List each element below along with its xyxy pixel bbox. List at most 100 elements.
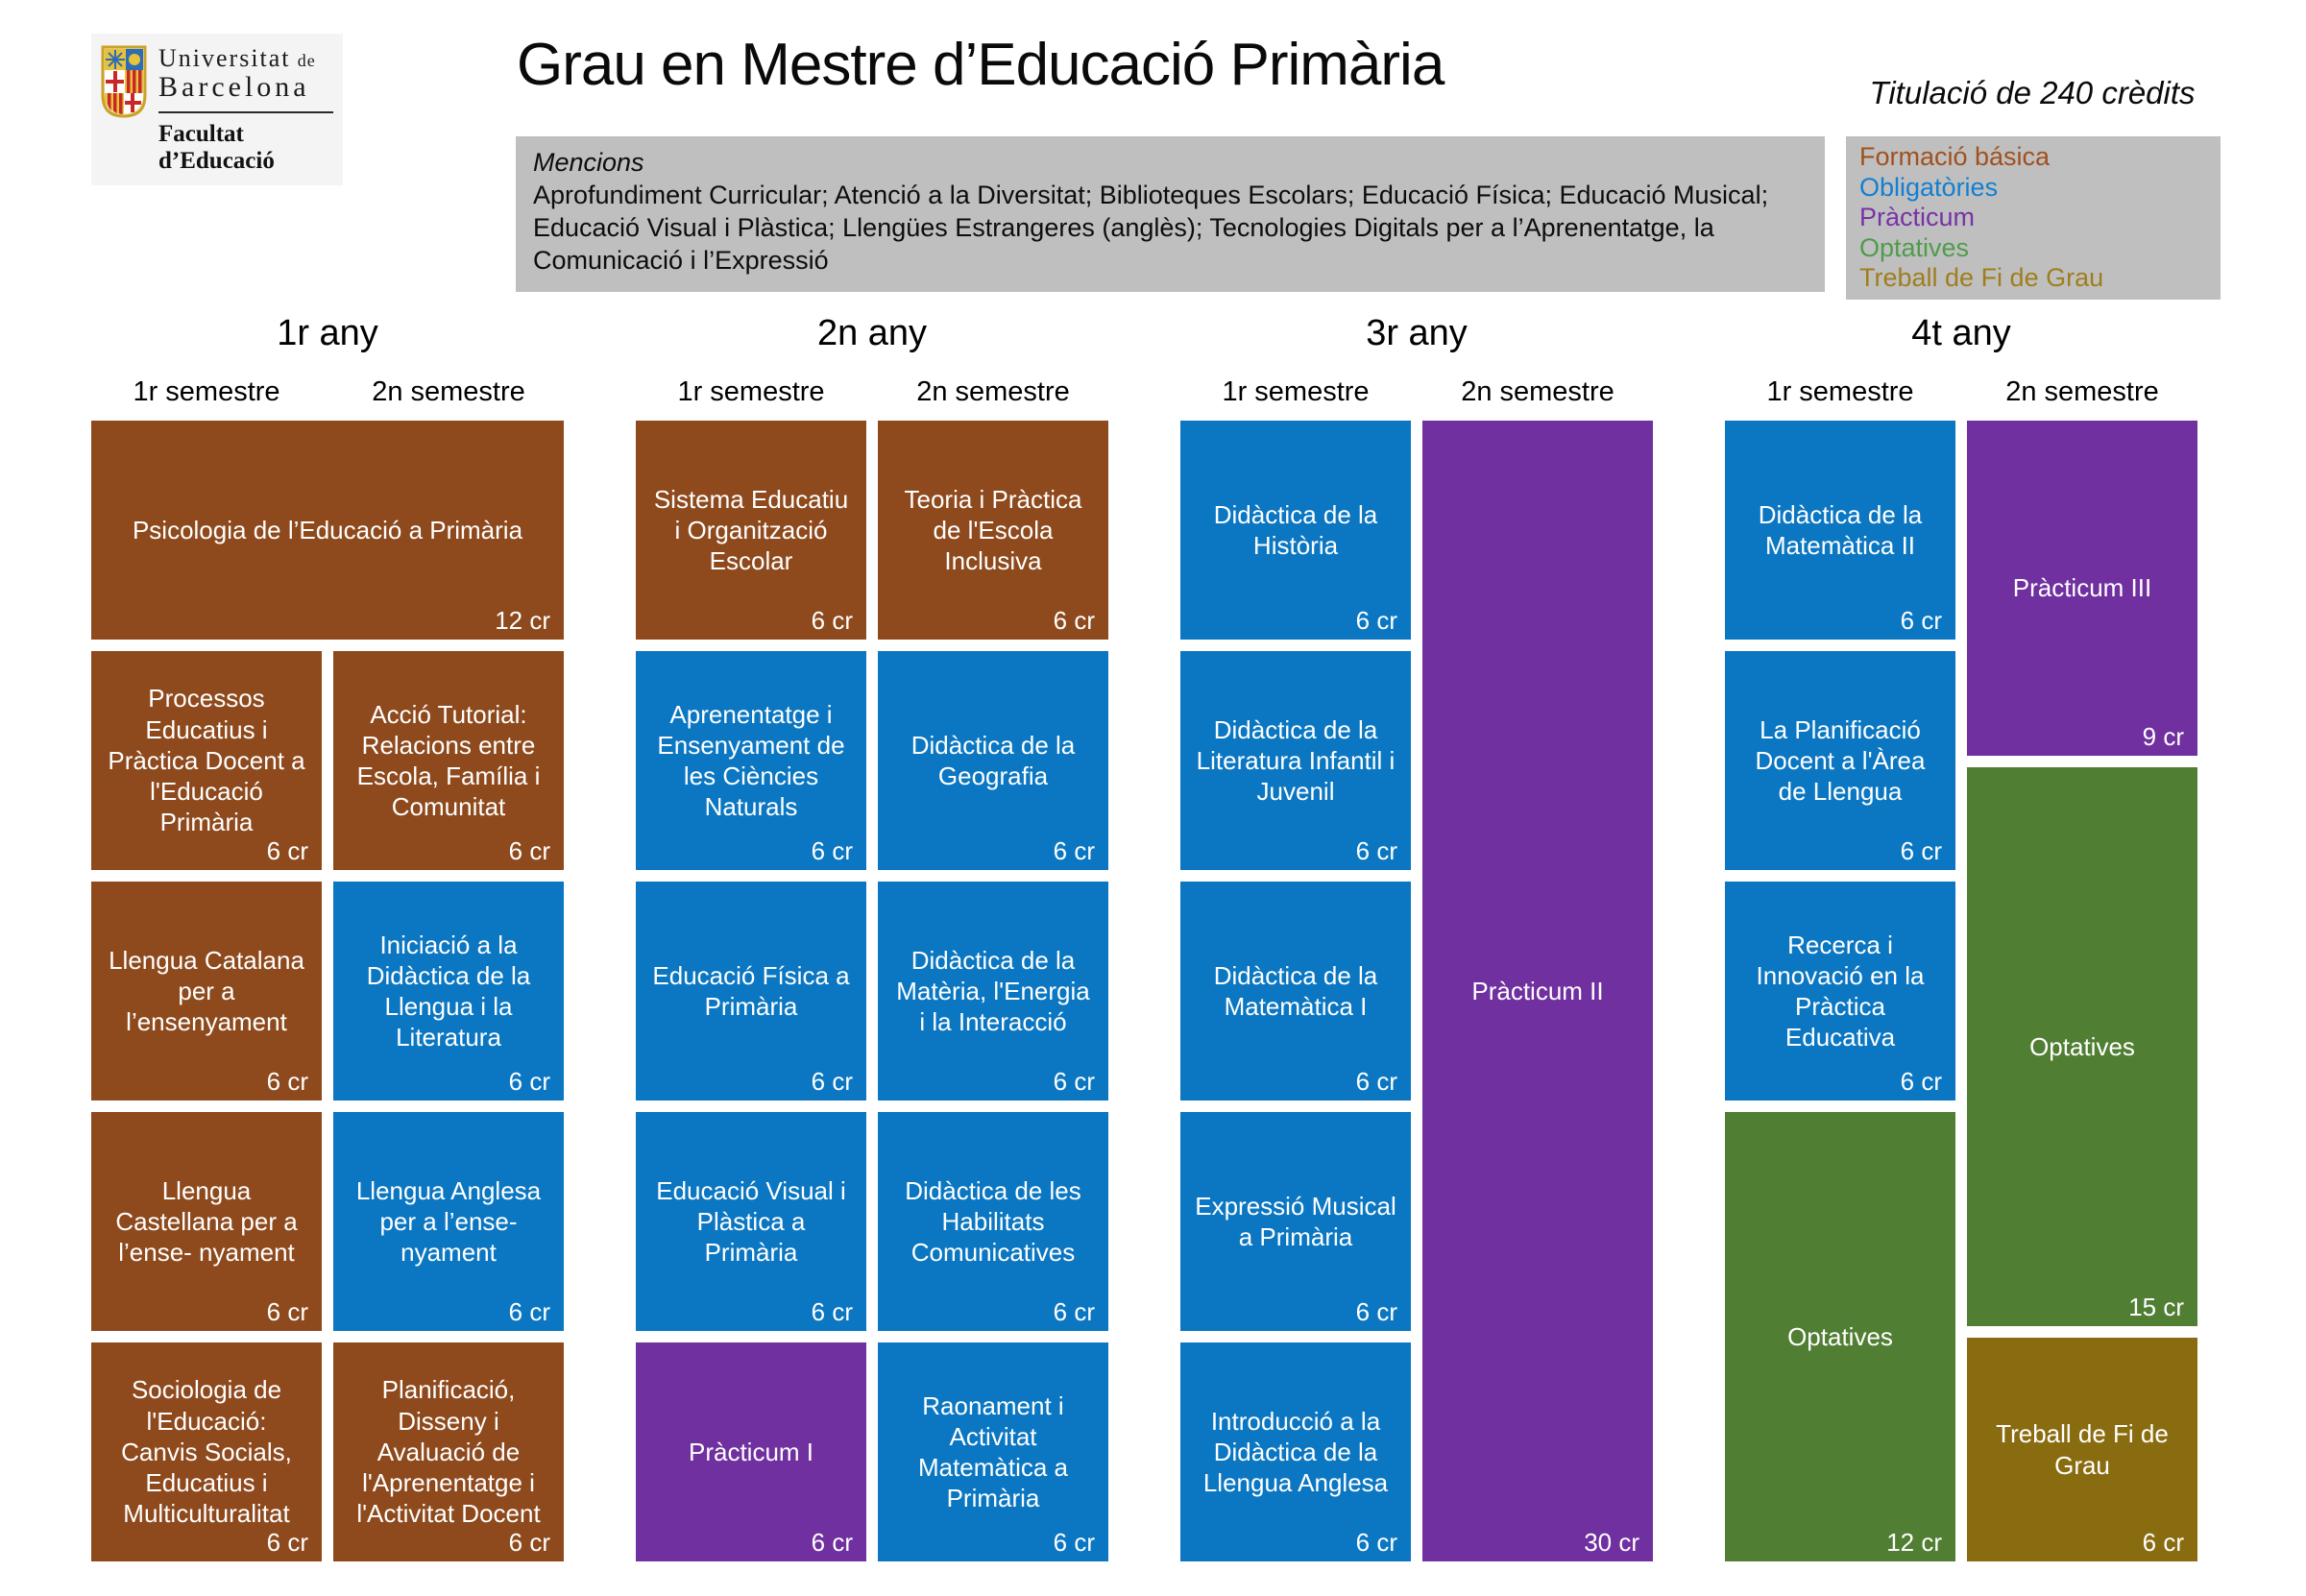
semester-label-y1-s2: 2n semestre — [372, 376, 525, 407]
credits-total-note: Titulació de 240 crèdits — [1869, 75, 2196, 110]
legend-box: Formació básica Obligatòries Pràcticum Opta… — [1846, 136, 2221, 300]
course-credits: 6 cr — [1053, 1297, 1095, 1326]
course-block: Introducció a la Didàctica de la Llengua… — [1180, 1342, 1411, 1561]
course-name: Pràcticum II — [1471, 976, 1604, 1005]
course-credits: 12 cr — [1886, 1528, 1942, 1557]
course-credits: 6 cr — [1053, 606, 1095, 635]
course-block: Llengua Catalana per a l’ensenyament 6 cr — [91, 882, 322, 1100]
course-credits: 6 cr — [266, 1067, 308, 1096]
course-credits: 6 cr — [1355, 606, 1397, 635]
course-credits: 6 cr — [1053, 836, 1095, 865]
course-block: Expressió Musical a Primària 6 cr — [1180, 1112, 1411, 1331]
wordmark-line1: Universitat — [158, 44, 291, 72]
semester-label-y4-s1: 1r semestre — [1766, 376, 1914, 407]
semester-label-y3-s1: 1r semestre — [1222, 376, 1370, 407]
course-block: Llengua Castellana per a l’ense- nyament… — [91, 1112, 322, 1331]
course-name: Didàctica de la Literatura Infantil i Ju… — [1196, 714, 1396, 807]
course-credits: 6 cr — [1355, 836, 1397, 865]
course-block: Aprenentatge i Ensenyament de les Ciènci… — [636, 651, 866, 870]
wordmark-sep: de — [297, 51, 316, 70]
course-credits: 6 cr — [1053, 1067, 1095, 1096]
course-credits: 6 cr — [811, 1528, 853, 1557]
course-block: Planificació, Disseny i Avaluació de l'A… — [333, 1342, 564, 1561]
course-credits: 6 cr — [1900, 836, 1942, 865]
course-name: Educació Física a Primària — [652, 960, 850, 1021]
course-block: Educació Visual i Plàstica a Primària 6 c… — [636, 1112, 866, 1331]
course-credits: 6 cr — [508, 1067, 550, 1096]
year-label-3: 3r any — [1366, 313, 1468, 353]
course-name: Sistema Educatiu i Organització Escolar — [653, 484, 849, 576]
course-block: Didàctica de la Geografia 6 cr — [878, 651, 1108, 870]
wordmark-line2: Barcelona — [158, 71, 310, 104]
course-block: La Planificació Docent a l'Àrea de Lleng… — [1725, 651, 1955, 870]
faculty-name: Facultat d’Educació — [158, 121, 275, 175]
semester-label-y2-s2: 2n semestre — [916, 376, 1070, 407]
course-credits: 6 cr — [1355, 1297, 1397, 1326]
course-block: Educació Física a Primària 6 cr — [636, 882, 866, 1100]
legend-item-tfg: Treball de Fi de Grau — [1859, 263, 2104, 292]
semester-label-y4-s2: 2n semestre — [2005, 376, 2159, 407]
university-logo: Universitat de Barcelona Facultat d’Educ… — [91, 34, 343, 185]
mencions-box: Mencions Aprofundiment Curricular; Atenc… — [516, 136, 1825, 292]
course-credits: 6 cr — [508, 836, 550, 865]
course-credits: 6 cr — [2142, 1528, 2184, 1557]
course-name: Llengua Catalana per a l’ensenyament — [109, 945, 304, 1037]
course-credits: 6 cr — [266, 1297, 308, 1326]
course-credits: 6 cr — [266, 836, 308, 865]
course-credits: 12 cr — [495, 606, 550, 635]
semester-label-y1-s1: 1r semestre — [133, 376, 280, 407]
course-name: Planificació, Disseny i Avaluació de l'A… — [356, 1375, 541, 1529]
course-block: Treball de Fi de Grau 6 cr — [1967, 1338, 2197, 1561]
course-block: Optatives 12 cr — [1725, 1112, 1955, 1561]
course-block: Didàctica de la Matemàtica II 6 cr — [1725, 421, 1955, 640]
course-name: Optatives — [2029, 1031, 2135, 1061]
course-block: Teoria i Pràctica de l'Escola Inclusiva 6… — [878, 421, 1108, 640]
course-block: Pràcticum II 30 cr — [1422, 421, 1653, 1561]
course-block: Pràcticum I 6 cr — [636, 1342, 866, 1561]
course-name: Pràcticum I — [688, 1437, 814, 1466]
course-block: Sociologia de l'Educació: Canvis Socials… — [91, 1342, 322, 1561]
semester-label-y3-s2: 2n semestre — [1461, 376, 1614, 407]
course-name: Psicologia de l’Educació a Primària — [132, 515, 523, 544]
course-credits: 6 cr — [811, 1067, 853, 1096]
course-block: Recerca i Innovació en la Pràctica Educa… — [1725, 882, 1955, 1100]
course-credits: 6 cr — [1355, 1528, 1397, 1557]
course-credits: 6 cr — [266, 1528, 308, 1557]
logo-divider — [158, 111, 333, 114]
year-label-2: 2n any — [816, 313, 928, 353]
legend-item-basica: Formació básica — [1859, 142, 2051, 171]
legend-item-practicum: Pràcticum — [1859, 203, 1976, 231]
course-block: Didàctica de la Història 6 cr — [1180, 421, 1411, 640]
course-name: Sociologia de l'Educació: Canvis Socials… — [121, 1375, 292, 1529]
course-name: Raonament i Activitat Matemàtica a Primà… — [917, 1390, 1069, 1513]
course-credits: 6 cr — [508, 1528, 550, 1557]
course-block: Llengua Anglesa per a l’ense- nyament 6 c… — [333, 1112, 564, 1331]
course-credits: 6 cr — [811, 606, 853, 635]
course-block: Sistema Educatiu i Organització Escolar 6… — [636, 421, 866, 640]
course-block: Didàctica de la Matèria, l'Energia i la … — [878, 882, 1108, 1100]
course-name: Pràcticum III — [2012, 573, 2152, 603]
course-credits: 6 cr — [508, 1297, 550, 1326]
course-name: Llengua Anglesa per a l’ense- nyament — [355, 1175, 542, 1268]
course-name: Treball de Fi de Grau — [1996, 1419, 2169, 1480]
course-block: Raonament i Activitat Matemàtica a Primà… — [878, 1342, 1108, 1561]
course-name: Introducció a la Didàctica de la Llengua… — [1202, 1406, 1389, 1498]
course-name: Teoria i Pràctica de l'Escola Inclusiva — [904, 484, 1082, 576]
course-name: Llengua Castellana per a l’ense- nyament — [115, 1175, 298, 1268]
course-credits: 9 cr — [2142, 722, 2184, 751]
course-credits: 30 cr — [1584, 1528, 1639, 1557]
year-label-1: 1r any — [277, 313, 378, 353]
mencions-label: Mencions — [533, 148, 644, 177]
ub-crest-icon — [101, 45, 147, 123]
course-name: Recerca i Innovació en la Pràctica Educa… — [1756, 930, 1925, 1052]
course-name: Didàctica de la Matemàtica I — [1213, 960, 1378, 1021]
course-credits: 6 cr — [1053, 1528, 1095, 1557]
semester-label-y2-s1: 1r semestre — [677, 376, 825, 407]
course-credits: 6 cr — [1900, 1067, 1942, 1096]
course-block: Didàctica de les Habilitats Comunicative… — [878, 1112, 1108, 1331]
legend-item-optatives: Optatives — [1859, 232, 1970, 262]
course-name: Didàctica de la Història — [1213, 499, 1378, 560]
course-name: Optatives — [1787, 1321, 1893, 1351]
course-block: Didàctica de la Matemàtica I 6 cr — [1180, 882, 1411, 1100]
course-block: Didàctica de la Literatura Infantil i Ju… — [1180, 651, 1411, 870]
